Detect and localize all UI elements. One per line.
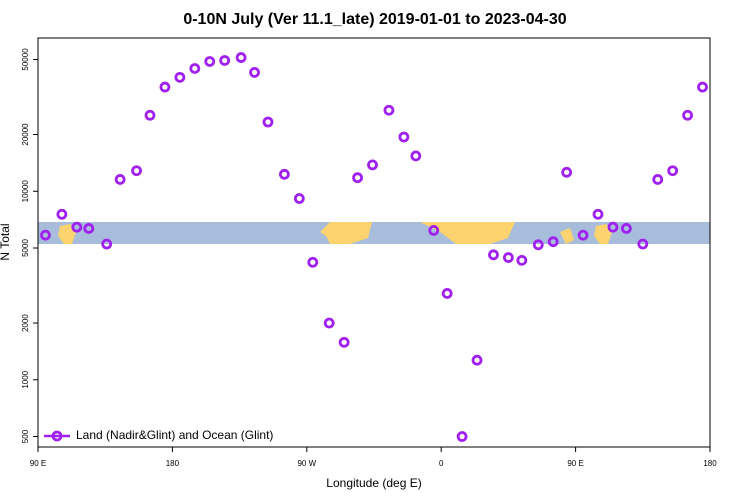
point	[620, 223, 632, 234]
x-axis-label: Longitude (deg E)	[326, 476, 421, 490]
point	[101, 238, 113, 250]
y-tick-label: 50000	[21, 48, 30, 71]
point	[307, 256, 319, 268]
point	[323, 317, 335, 329]
y-tick-label: 10000	[21, 180, 30, 203]
point	[488, 249, 499, 261]
x-tick-label: 90 E	[30, 459, 46, 468]
plot-frame	[37, 37, 711, 448]
point	[144, 109, 156, 121]
y-tick-label: 5000	[21, 239, 30, 257]
point	[428, 224, 440, 236]
point	[71, 221, 83, 233]
point	[56, 208, 68, 220]
point	[502, 252, 514, 263]
point	[682, 109, 693, 121]
point	[607, 221, 619, 233]
point	[383, 104, 395, 116]
legend-label: Land (Nadir&Glint) and Ocean (Glint)	[76, 428, 273, 442]
point	[577, 229, 589, 241]
x-tick-label: 180	[166, 459, 180, 468]
point	[561, 166, 573, 178]
point	[338, 336, 350, 348]
point	[637, 238, 649, 250]
x-tick-label: 90 E	[567, 459, 583, 468]
point	[83, 223, 95, 234]
point	[204, 56, 216, 67]
point	[114, 174, 126, 185]
point	[547, 236, 559, 248]
point	[471, 354, 483, 366]
y-tick-label: 500	[21, 429, 30, 443]
point	[219, 55, 231, 66]
point	[532, 239, 544, 251]
point	[456, 431, 468, 442]
point	[441, 288, 453, 299]
point	[293, 193, 305, 204]
point	[235, 52, 247, 63]
point	[131, 165, 142, 177]
point	[667, 165, 679, 177]
point	[592, 208, 604, 220]
point	[189, 63, 201, 74]
y-tick-label: 2000	[21, 314, 30, 332]
point	[398, 131, 410, 143]
legend-marker	[51, 430, 63, 442]
point	[40, 229, 51, 241]
point	[516, 254, 528, 266]
chart-title: 0-10N July (Ver 11.1_late) 2019-01-01 to…	[183, 11, 566, 28]
point	[249, 67, 260, 78]
x-tick-label: 0	[439, 459, 444, 468]
x-tick-label: 180	[703, 459, 717, 468]
map-strip	[38, 222, 710, 244]
point	[278, 168, 290, 180]
point	[174, 71, 186, 83]
y-axis-label: N Total	[0, 223, 12, 260]
y-tick-label: 20000	[21, 123, 30, 146]
point	[367, 159, 378, 171]
point	[159, 81, 171, 93]
point	[352, 172, 363, 184]
y-tick-label: 1000	[21, 370, 30, 388]
point	[262, 116, 274, 128]
x-tick-label: 90 W	[297, 459, 316, 468]
point	[652, 174, 664, 185]
point	[410, 150, 422, 162]
point	[697, 81, 708, 93]
